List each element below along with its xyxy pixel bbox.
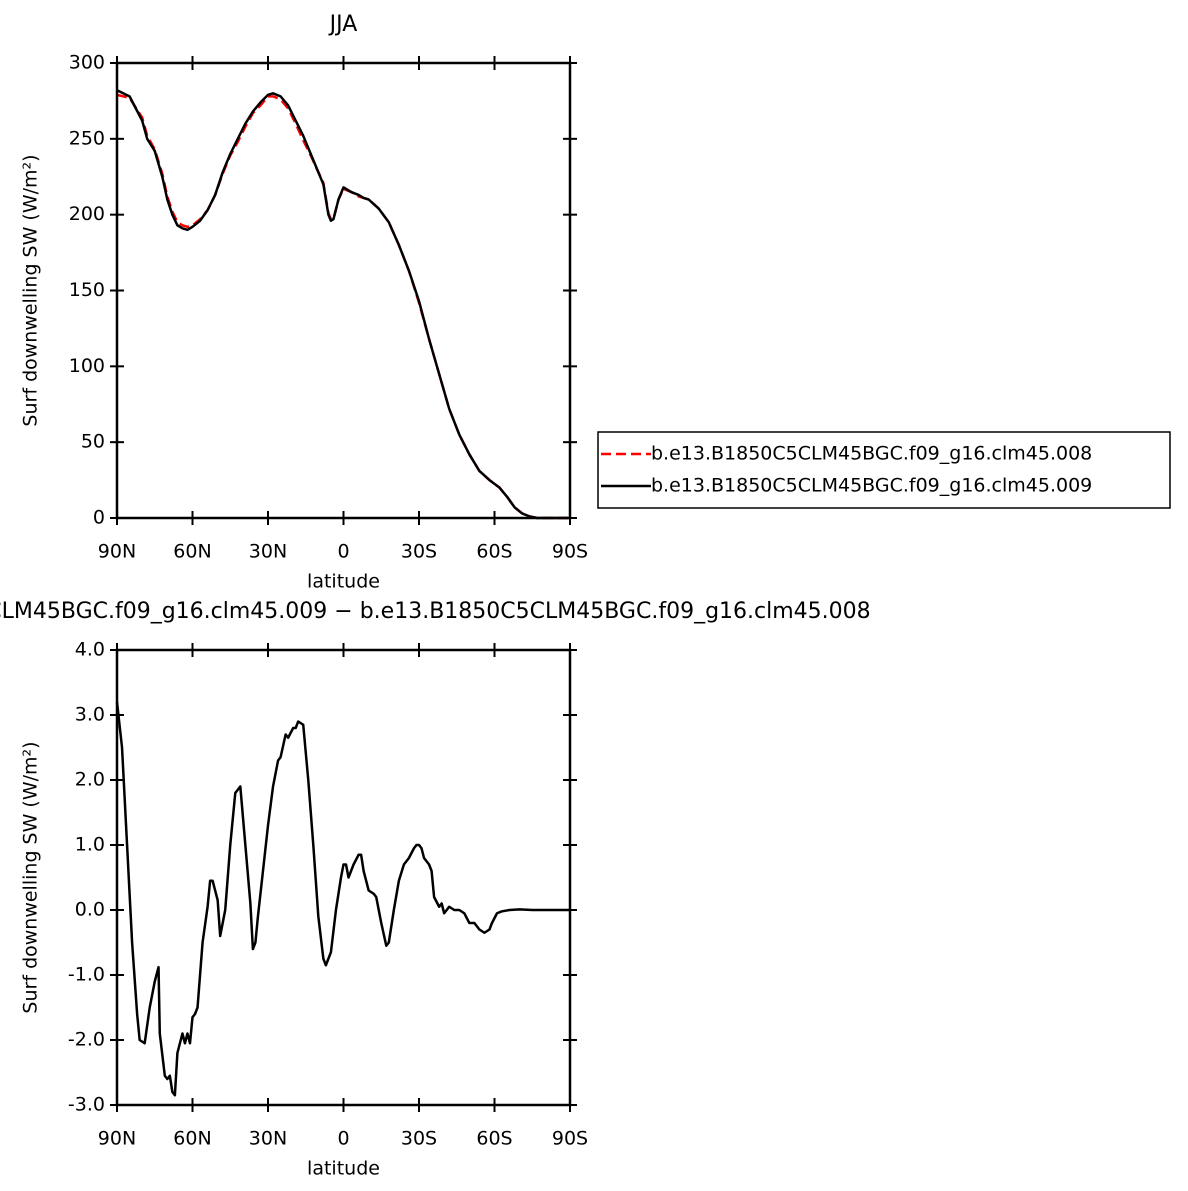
plot-frame (115, 648, 572, 1107)
x-tick-label: 30N (249, 541, 287, 563)
legend-label: b.e13.B1850C5CLM45BGC.f09_g16.clm45.009 (651, 475, 1092, 497)
legend-box (597, 431, 1171, 509)
data-line (115, 701, 570, 1097)
y-tick-label: 2.0 (75, 769, 105, 791)
y-axis-label: Surf downwelling SW (W/m²) (20, 741, 42, 1013)
y-tick-label: 100 (69, 355, 105, 377)
y-tick-label: -3.0 (68, 1094, 105, 1116)
chart-title: JJA (328, 12, 358, 37)
x-tick-label: 60N (173, 1128, 211, 1150)
y-tick-label: 50 (81, 431, 105, 453)
plot-frame (115, 61, 572, 520)
y-tick-label: -2.0 (68, 1029, 105, 1051)
y-axis-label: Surf downwelling SW (W/m²) (20, 154, 42, 426)
data-line (116, 89, 570, 520)
data-line (116, 93, 570, 520)
x-tick-label: 60S (476, 1128, 512, 1150)
y-tick-label: -1.0 (68, 964, 105, 986)
x-tick-label: 90S (552, 541, 588, 563)
x-tick-label: 60S (476, 541, 512, 563)
x-tick-label: 90N (98, 541, 136, 563)
x-tick-label: 30N (249, 1128, 287, 1150)
y-tick-label: 0.0 (75, 899, 105, 921)
chart-title: b.e13.B1850C5CLM45BGC.f09_g16.clm45.009 … (0, 599, 871, 624)
x-tick-label: 0 (337, 1128, 349, 1150)
y-tick-label: 1.0 (75, 834, 105, 856)
x-axis-label: latitude (307, 1158, 380, 1180)
x-tick-label: 30S (401, 541, 437, 563)
x-tick-label: 90N (98, 1128, 136, 1150)
x-tick-label: 30S (401, 1128, 437, 1150)
y-tick-label: 300 (69, 52, 105, 74)
x-tick-label: 60N (173, 541, 211, 563)
y-tick-label: 200 (69, 203, 105, 225)
legend-label: b.e13.B1850C5CLM45BGC.f09_g16.clm45.008 (651, 443, 1092, 465)
x-tick-label: 90S (552, 1128, 588, 1150)
y-tick-label: 0 (93, 507, 105, 529)
y-tick-label: 3.0 (75, 704, 105, 726)
y-tick-label: 150 (69, 279, 105, 301)
x-axis-label: latitude (307, 571, 380, 593)
x-tick-label: 0 (337, 541, 349, 563)
y-tick-label: 250 (69, 127, 105, 149)
y-tick-label: 4.0 (75, 639, 105, 661)
